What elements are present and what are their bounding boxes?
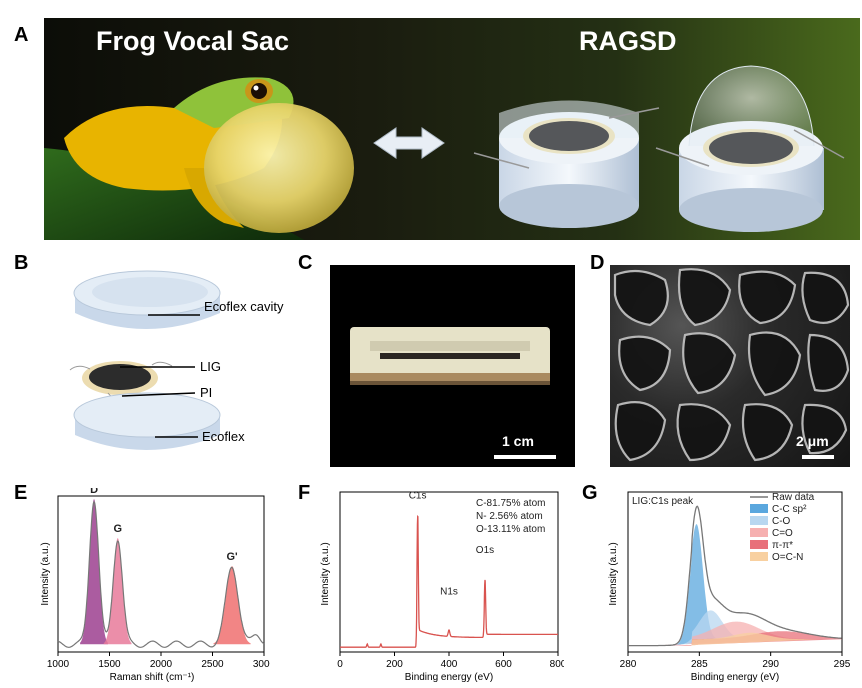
legend-label-3: C=O [772,528,793,539]
c1s-x-axis-label: Binding energy (eV) [691,672,779,683]
scale-bar-label-c: 1 cm [502,433,534,449]
panel-label-f: F [298,482,311,504]
scale-bar-label-d: 2 μm [796,433,829,449]
raman-peak-label-1: G [113,523,122,535]
composition-oxygen: O-13.11% atom [476,524,545,535]
c1s-tick-label-0: 280 [620,659,637,670]
legend-label-0: Raw data [772,492,815,503]
xps-tick-label-3: 600 [495,659,512,670]
raman-peak-label-0: D [90,488,98,496]
legend-label-4: π-π* [772,540,793,551]
panel-label-e: E [14,482,28,504]
raman-peak-label-2: G' [226,551,238,563]
legend-label-5: O=C-N [772,552,803,563]
raman-peak-fill-0 [80,499,108,645]
raman-tick-label-2: 2000 [150,659,173,670]
panel-c-photo: 1 cm [330,265,575,467]
panel-b-exploded-diagram: Ecoflex cavity LIG PI Ecoflex [60,265,290,465]
xps-tick-label-2: 400 [441,659,458,670]
legend-label-1: C-C sp² [772,504,807,515]
xps-tick-label-1: 200 [386,659,403,670]
c1s-y-axis-label: Intensity (a.u.) [608,542,619,605]
legend-label-2: C-O [772,516,791,527]
panel-label-a: A [14,24,29,46]
raman-x-axis-label: Raman shift (cm⁻¹) [110,672,195,683]
frog-and-device-illustration [44,65,845,240]
xps-peak-label-1: N1s [440,586,458,597]
plot-frame-g [627,491,843,653]
panel-d-sem-image: 2 μm [610,265,850,467]
c1s-tick-label-1: 285 [691,659,708,670]
panel-label-d: D [590,252,605,274]
ragsd-title: RAGSD [579,26,677,56]
legend-swatch-2 [750,516,768,525]
composition-nitrogen: N- 2.56% atom [476,511,543,522]
sem-foam-texture [613,268,850,462]
raman-tick-label-3: 2500 [201,659,224,670]
raman-peak-labels: D G G' [90,488,238,563]
xps-tick-label-0: 0 [337,659,343,670]
raman-peak-fill-1 [103,538,132,645]
xps-y-axis-label: Intensity (a.u.) [320,542,331,605]
c1s-tick-label-2: 290 [762,659,779,670]
raman-tick-label-0: 1000 [47,659,70,670]
label-pi: PI [200,385,213,400]
xps-peak-labels: C1s N1s O1s [409,490,494,597]
raman-y-axis-label: Intensity (a.u.) [40,542,51,605]
panel-label-g: G [582,482,598,504]
xps-x-ticks: 0 200 400 600 800 [337,652,564,670]
legend-swatch-4 [750,540,768,549]
c1s-component-fills [645,524,842,646]
legend-swatch-3 [750,528,768,537]
label-ecoflex-cavity: Ecoflex cavity [204,299,284,314]
c1s-component-fill-0 [670,524,723,646]
panel-a-image: Frog Vocal Sac RAGSD [44,18,860,240]
raman-chart: 1000 1500 2000 2500 3000 D G G' Raman shift (c… [40,488,270,683]
raman-spectrum-line [57,500,265,648]
xps-peak-label-2: O1s [476,545,494,556]
legend-swatch-1 [750,504,768,513]
c1s-raw-data-line [628,505,842,647]
panel-label-b: B [14,252,29,274]
device-photo [350,327,556,459]
layer-stack-diagram [69,270,221,450]
raman-peak-fill-2 [213,566,251,645]
c1s-x-ticks: 280 285 290 295 [620,652,851,670]
xps-survey-chart: 0 200 400 600 800 C1s N1s O1s C-81.75% atom N-… [320,490,564,683]
raman-tick-label-1: 1500 [98,659,121,670]
raman-peak-fills [80,499,251,645]
raman-x-ticks: 1000 1500 2000 2500 3000 [47,652,270,670]
raman-tick-label-4: 3000 [253,659,270,670]
legend-swatch-5 [750,552,768,561]
c1s-tick-label-3: 295 [834,659,851,670]
xps-x-axis-label: Binding energy (eV) [405,672,493,683]
label-ecoflex: Ecoflex [202,429,245,444]
xps-tick-label-4: 800 [550,659,564,670]
c1s-chart-title: LIG:C1s peak [632,496,694,507]
xps-survey-line [340,514,558,648]
frog-vocal-sac-title: Frog Vocal Sac [96,26,290,56]
label-lig: LIG [200,359,221,374]
c1s-component-fill-4 [682,632,820,646]
panel-label-c: C [298,252,313,274]
composition-carbon: C-81.75% atom [476,498,545,509]
xps-peak-label-0: C1s [409,490,427,501]
